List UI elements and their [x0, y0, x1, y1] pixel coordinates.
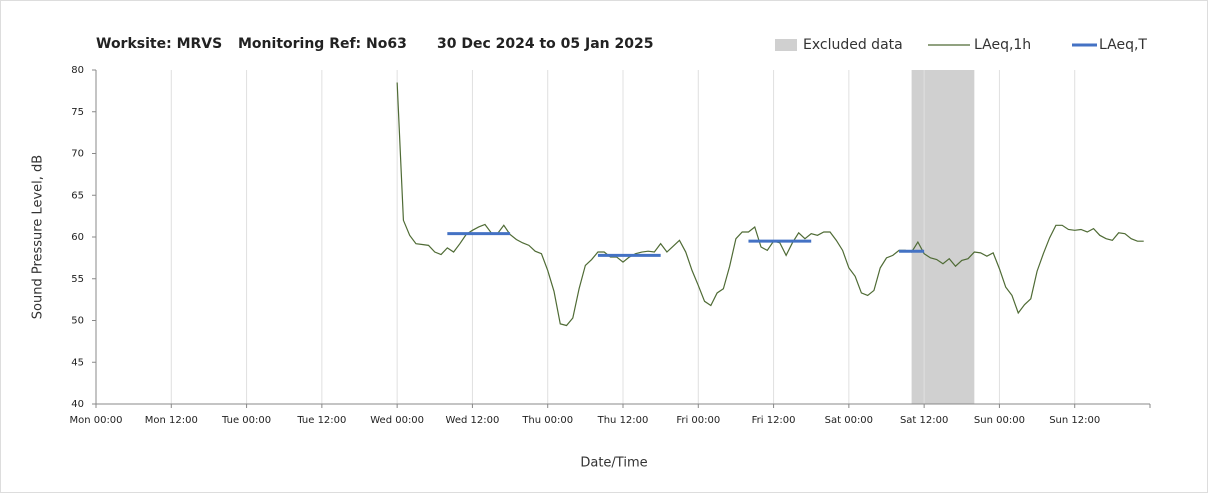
- legend-swatch: [775, 39, 797, 51]
- x-axis-label: Date/Time: [580, 456, 647, 471]
- excluded-band: [911, 70, 975, 404]
- x-tick-label: Fri 12:00: [752, 415, 796, 426]
- x-tick-label: Sat 00:00: [825, 415, 873, 426]
- x-tick-label: Mon 00:00: [69, 415, 122, 426]
- y-tick-label: 40: [71, 399, 84, 410]
- y-tick-label: 55: [71, 274, 84, 285]
- data-line: [396, 82, 1144, 327]
- x-tick-label: Wed 00:00: [370, 415, 424, 426]
- y-tick-label: 75: [71, 107, 84, 118]
- x-tick-label: Thu 00:00: [521, 415, 573, 426]
- y-tick-label: 60: [71, 232, 84, 243]
- x-tick-label: Fri 00:00: [676, 415, 720, 426]
- legend-label: Excluded data: [803, 37, 903, 53]
- y-tick-label: 80: [71, 65, 84, 76]
- y-tick-label: 50: [71, 316, 84, 327]
- x-tick-label: Thu 12:00: [597, 415, 649, 426]
- y-tick-label: 65: [71, 190, 84, 201]
- chart-title: Monitoring Ref: No63: [238, 36, 407, 52]
- chart-title: 30 Dec 2024 to 05 Jan 2025: [437, 36, 654, 52]
- x-tick-label: Sat 12:00: [900, 415, 948, 426]
- y-axis-label: Sound Pressure Level, dB: [31, 155, 46, 319]
- x-tick-label: Tue 00:00: [221, 415, 271, 426]
- x-tick-label: Mon 12:00: [145, 415, 198, 426]
- y-tick-label: 45: [71, 357, 84, 368]
- y-tick-label: 70: [71, 149, 84, 160]
- x-tick-label: Sun 00:00: [974, 415, 1025, 426]
- legend-label: LAeq,T: [1099, 37, 1147, 53]
- x-tick-label: Wed 12:00: [446, 415, 500, 426]
- legend-label: LAeq,1h: [974, 37, 1031, 53]
- x-tick-label: Sun 12:00: [1049, 415, 1100, 426]
- x-tick-label: Tue 12:00: [296, 415, 346, 426]
- chart-title: Worksite: MRVS: [96, 36, 222, 52]
